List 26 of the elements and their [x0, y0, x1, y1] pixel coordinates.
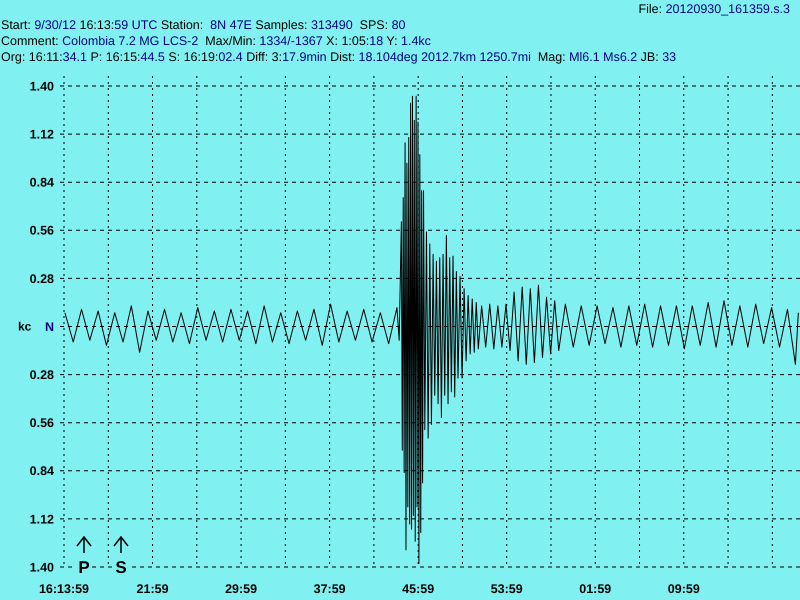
- y-tick-label: 0.56: [30, 224, 54, 238]
- y-tick-label: 0.84: [30, 464, 54, 478]
- x-tick-label: 29:59: [225, 582, 258, 596]
- y-tick-label: 1.12: [30, 512, 54, 526]
- text: Start: 9/30/12 16:13:59 UTC Station: 8N 47E Samples: 313490 SPS: 80: [1, 18, 406, 32]
- x-tick-label: 45:59: [402, 582, 434, 596]
- y-tick-label: 0.28: [30, 272, 54, 286]
- y-tick-label: N: [44, 320, 54, 334]
- text: File: 20120930_161359.s.3: [638, 2, 790, 16]
- text: Comment: Colombia 7.2 MG LCS-2 Max/Min: 1334/-1367 X: 1:05:18 Y: 1.4kc: [1, 34, 431, 48]
- y-tick-label: 1.40: [30, 79, 54, 94]
- y-axis-title: kc: [18, 320, 32, 334]
- x-tick-label: 09:59: [668, 582, 700, 596]
- text: Org: 16:11:34.1 P: 16:15:44.5 S: 16:19:02.4 Diff: 3:17.9min Dist: 18.104deg 2012.7km 1250.7mi Mag: Ml6.1 Ms6.2 JB: 33: [1, 50, 676, 64]
- x-tick-label: 16:13:59: [38, 582, 90, 596]
- y-tick-label: 1.40: [30, 560, 54, 574]
- x-tick-label: 21:59: [136, 582, 169, 596]
- x-tick-label: 01:59: [579, 582, 612, 596]
- annotation: P: [78, 558, 90, 577]
- y-tick-label: 0.56: [30, 416, 54, 430]
- annotation: S: [115, 558, 127, 577]
- y-tick-label: 1.12: [30, 127, 54, 142]
- y-tick-label: 0.28: [30, 368, 54, 382]
- x-tick-label: 37:59: [314, 582, 346, 596]
- y-tick-label: 0.84: [30, 176, 54, 190]
- x-tick-label: 53:59: [490, 582, 523, 596]
